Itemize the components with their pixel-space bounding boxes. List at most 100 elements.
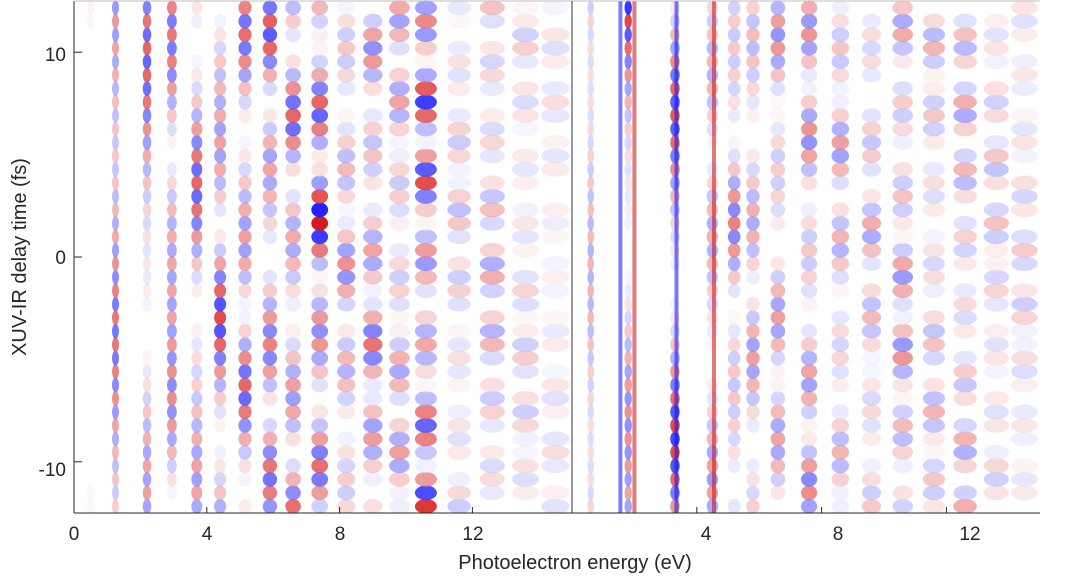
heatmap-cell [214,135,227,150]
heatmap-cell [389,94,410,110]
heatmap-cell [285,81,301,96]
heatmap-cell [414,364,437,379]
heatmap-cell [112,310,119,325]
heatmap-cell [167,377,177,393]
heatmap-cell [541,269,570,285]
heatmap-cell [191,404,203,420]
heatmap-cell [363,283,383,299]
heatmap-cell [311,377,329,393]
heatmap-cell [167,54,177,69]
heatmap-cell [414,242,437,258]
heatmap-cell [414,108,437,123]
heatmap-cell [587,67,594,83]
heatmap-cell [262,27,278,43]
heatmap-cell [262,498,278,513]
heatmap-cell [953,310,977,325]
heatmap-cell [238,189,252,204]
heatmap-cell [983,81,1009,96]
heatmap-cell [363,202,383,218]
heatmap-cell [770,296,786,312]
heatmap-cell [892,498,913,513]
heatmap-cell [801,283,818,299]
heatmap-cell [142,404,152,420]
heatmap-cell [285,364,301,379]
heatmap-cell [541,445,570,460]
heatmap-cell [112,189,119,204]
heatmap-cell [983,202,1009,218]
heatmap-cell [142,498,152,513]
heatmap-cell [262,296,278,312]
heatmap-cell [831,215,850,231]
heatmap-cell [801,350,818,366]
heatmap-cell [142,27,152,43]
heatmap-cell [861,13,882,29]
heatmap-cell [801,431,818,447]
heatmap-cell [479,0,505,16]
heatmap-cell [727,81,741,96]
heatmap-cell [727,431,741,447]
heatmap-cell [801,364,818,379]
heatmap-cell [363,215,383,231]
heatmap-cell [831,94,850,110]
heatmap-cell [479,175,505,191]
heatmap-cell [389,337,410,352]
heatmap-cell [624,67,632,83]
heatmap-cell [587,337,594,352]
heatmap-cell [541,391,570,406]
heatmap-cell [167,0,177,16]
heatmap-cell [285,391,301,406]
heatmap-cell [953,431,977,447]
heatmap-cell [285,108,301,123]
heatmap-cell [389,364,410,379]
heatmap-cell [1011,337,1038,352]
heatmap-cell [922,162,946,177]
heatmap-cell [746,54,760,69]
heatmap-cell [191,269,203,285]
heatmap-cell [1011,67,1038,83]
heatmap-cell [983,13,1009,29]
heatmap-cell [922,471,946,487]
heatmap-cell [587,310,594,325]
heatmap-cell [831,310,850,325]
heatmap-cell [363,229,383,245]
heatmap-cell [214,94,227,110]
heatmap-cell [238,135,252,150]
heatmap-cell [238,391,252,406]
heatmap-cell [191,162,203,177]
heatmap-cell [831,135,850,150]
heatmap-cell [238,108,252,123]
heatmap-cell [1011,418,1038,433]
heatmap-cell [214,40,227,56]
heatmap-cell [861,135,882,150]
heatmap-cell [112,108,119,123]
heatmap-cell [983,337,1009,352]
heatmap-cell [953,418,977,433]
heatmap-cell [801,471,818,487]
heatmap-cell [727,445,741,460]
heatmap-cell [447,229,471,245]
heatmap-cell [238,256,252,272]
heatmap-cell [624,445,632,460]
heatmap-cell [861,431,882,447]
heatmap-cell [983,418,1009,433]
heatmap-cell [285,323,301,339]
heatmap-cell [587,229,594,245]
heatmap-cell [337,364,356,379]
heatmap-cell [285,148,301,164]
heatmap-cell [311,81,329,96]
heatmap-cell [167,67,177,83]
heatmap-cell [746,13,760,29]
heatmap-cell [389,391,410,406]
heatmap-cell [311,121,329,137]
heatmap-cell [746,189,760,204]
heatmap-cell [363,13,383,29]
heatmap-cell [214,391,227,406]
heatmap-cell [861,498,882,513]
heatmap-cell [512,310,539,325]
heatmap-cell [770,404,786,420]
heatmap-cell [262,283,278,299]
heatmap-cell [311,54,329,69]
heatmap-cell [167,162,177,177]
heatmap-cell [922,27,946,43]
heatmap-cell [892,445,913,460]
